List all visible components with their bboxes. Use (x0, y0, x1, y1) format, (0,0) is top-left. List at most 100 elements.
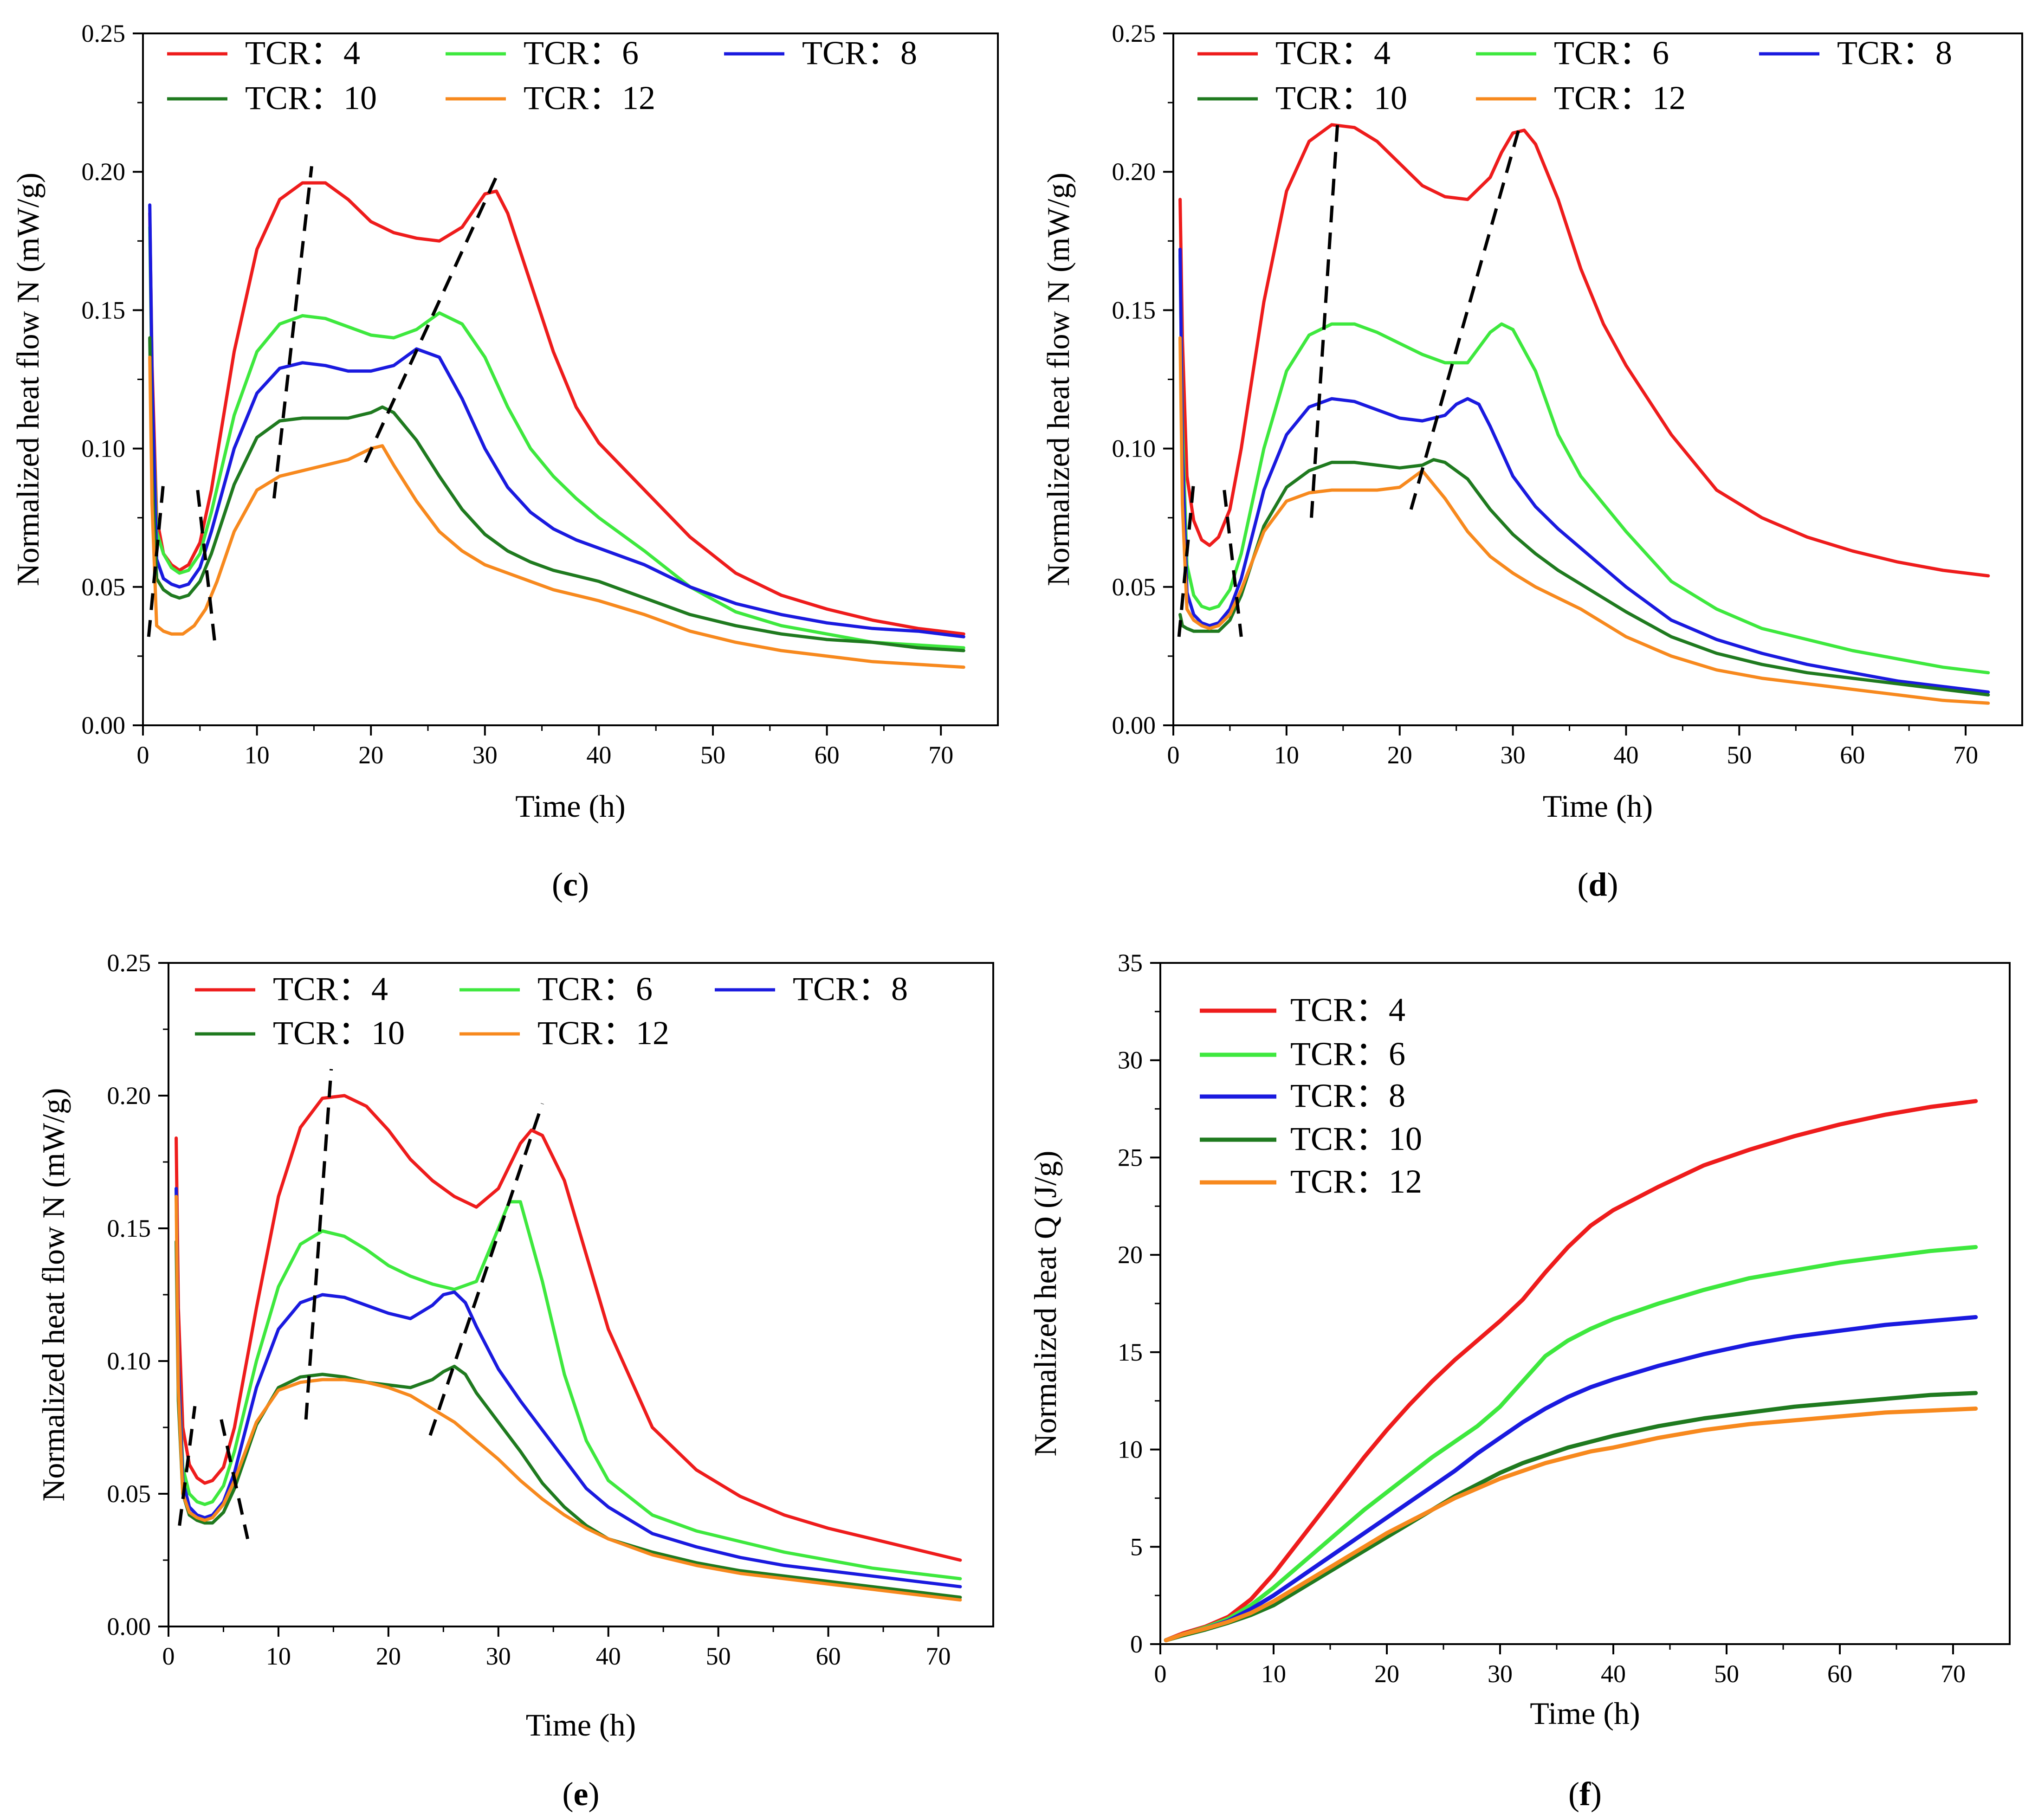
x-axis-label: Time (h) (515, 788, 625, 824)
legend-label: TCR：8 (1837, 34, 1952, 71)
series-line-tcr10 (1164, 1391, 1978, 1643)
legend-label: TCR：12 (524, 79, 655, 116)
plot-frame (168, 962, 994, 1627)
legend: TCR：4 TCR：6 TCR：8 TCR：10 TCR：12 (1200, 991, 1422, 1200)
y-tick-label: 30 (1118, 1046, 1143, 1074)
x-tick-label: 60 (1840, 741, 1865, 769)
y-tick-label: 0.10 (107, 1347, 151, 1375)
dashed-guide-line (1310, 124, 1339, 518)
x-tick-label: 50 (706, 1642, 731, 1670)
y-axis-label: Normalized heat flow N (mW/g) (1041, 173, 1076, 586)
y-axis-label: Normalized heat flow N (mW/g) (10, 173, 45, 586)
series-line-tcr12 (1164, 1407, 1978, 1643)
legend-label: TCR：10 (245, 79, 377, 116)
plot-frame (1172, 32, 2023, 726)
x-tick-label: 70 (928, 741, 953, 769)
x-tick-label: 20 (376, 1642, 401, 1670)
y-tick-label: 0.25 (107, 949, 151, 977)
x-tick-label: 60 (1827, 1660, 1852, 1688)
y-tick-label: 0.00 (107, 1613, 151, 1640)
panel-caption: (f) (1568, 1775, 1602, 1813)
x-tick-label: 10 (1274, 741, 1299, 769)
panel-caption: (c) (552, 866, 589, 903)
legend-label: TCR：12 (1290, 1163, 1422, 1200)
series-line-tcr6 (175, 1187, 962, 1581)
dashed-guide-line (220, 1419, 250, 1539)
y-tick-label: 0.10 (1112, 435, 1156, 463)
legend-label: TCR：4 (273, 970, 388, 1007)
y-tick-label: 0.15 (1112, 296, 1156, 324)
x-tick-label: 40 (586, 741, 611, 769)
panel-d: 0 10 20 30 40 50 60 70 0.00 0.05 0.10 0.15 0.20 0.25 T… (1041, 19, 2023, 903)
y-tick-label: 0.20 (82, 158, 126, 186)
x-tick-label: 60 (816, 1642, 841, 1670)
y-tick-label: 0 (1130, 1630, 1143, 1658)
series-line-tcr12 (1178, 336, 1990, 705)
series-line-tcr8 (1164, 1315, 1978, 1643)
x-axis-label: Time (h) (1543, 788, 1653, 824)
x-tick-label: 10 (266, 1642, 291, 1670)
legend-label: TCR：6 (537, 970, 653, 1007)
series-line-tcr8 (1178, 247, 1990, 694)
y-tick-label: 0.25 (82, 19, 126, 47)
y-axis-label: Normalized heat Q (J/g) (1028, 1151, 1063, 1457)
x-tick-label: 0 (162, 1642, 175, 1670)
panel-e: 0 10 20 30 40 50 60 70 0.00 0.05 0.10 0.15 0.20 0.25 T… (36, 949, 994, 1813)
legend-label: TCR：8 (802, 34, 917, 71)
series-line-tcr10 (148, 336, 965, 652)
legend-label: TCR：8 (793, 970, 908, 1007)
legend: TCR：4 TCR：6 TCR：8 TCR：10 TCR：12 (1197, 34, 1952, 116)
series-line-tcr10 (175, 1240, 962, 1599)
plot-frame (142, 32, 999, 726)
x-tick-label: 70 (926, 1642, 951, 1670)
x-axis-label: Time (h) (526, 1707, 636, 1743)
y-tick-label: 20 (1118, 1241, 1143, 1269)
y-axis-label: Normalized heat flow N (mW/g) (36, 1088, 71, 1501)
x-tick-label: 10 (245, 741, 270, 769)
y-tick-label: 0.05 (107, 1480, 151, 1508)
x-tick-label: 20 (1387, 741, 1412, 769)
y-tick-label: 0.00 (82, 711, 126, 739)
panel-caption: (e) (563, 1775, 600, 1813)
dashed-guide-line (272, 166, 313, 499)
legend-label: TCR：4 (1275, 34, 1391, 71)
series-line-tcr12 (148, 355, 965, 669)
x-tick-label: 50 (1727, 741, 1752, 769)
x-tick-label: 30 (472, 741, 498, 769)
x-tick-label: 30 (1488, 1660, 1513, 1688)
legend-label: TCR：12 (1554, 79, 1686, 116)
x-tick-label: 0 (1167, 741, 1180, 769)
y-tick-label: 35 (1118, 949, 1143, 977)
x-tick-label: 0 (1154, 1660, 1167, 1688)
y-tick-label: 10 (1118, 1436, 1143, 1464)
x-tick-label: 40 (596, 1642, 621, 1670)
legend: TCR：4 TCR：6 TCR：8 TCR：10 TCR：12 (167, 34, 917, 116)
plot-frame (1159, 962, 2011, 1645)
dashed-guide-line (178, 1406, 197, 1526)
legend-label: TCR：10 (1290, 1120, 1422, 1157)
legend-label: TCR：12 (537, 1014, 669, 1052)
x-tick-label: 70 (1941, 1660, 1966, 1688)
y-tick-label: 0.00 (1112, 711, 1156, 739)
series-line-tcr6 (1178, 253, 1990, 675)
panel-caption: (d) (1577, 866, 1618, 903)
y-tick-label: 0.10 (82, 435, 126, 463)
x-tick-label: 30 (1501, 741, 1526, 769)
y-tick-label: 0.20 (107, 1082, 151, 1110)
series-line-tcr12 (175, 1194, 962, 1602)
legend-label: TCR：6 (1290, 1035, 1405, 1072)
x-tick-label: 40 (1601, 1660, 1626, 1688)
dashed-guide-line (1223, 490, 1243, 637)
x-tick-label: 20 (358, 741, 383, 769)
legend-label: TCR：6 (1554, 34, 1669, 71)
panel-c: 0 10 20 30 40 50 60 70 0.00 0.05 0.10 0.15 0.20 0.25 T… (10, 19, 999, 903)
legend-label: TCR：10 (273, 1014, 405, 1052)
x-tick-label: 10 (1261, 1660, 1286, 1688)
dashed-guide-line (428, 1103, 544, 1436)
x-tick-label: 70 (1953, 741, 1978, 769)
x-tick-label: 20 (1374, 1660, 1399, 1688)
series-line-tcr4 (175, 1094, 962, 1562)
legend-label: TCR：10 (1275, 79, 1407, 116)
x-axis-label: Time (h) (1530, 1696, 1640, 1731)
y-tick-label: 0.15 (107, 1214, 151, 1242)
